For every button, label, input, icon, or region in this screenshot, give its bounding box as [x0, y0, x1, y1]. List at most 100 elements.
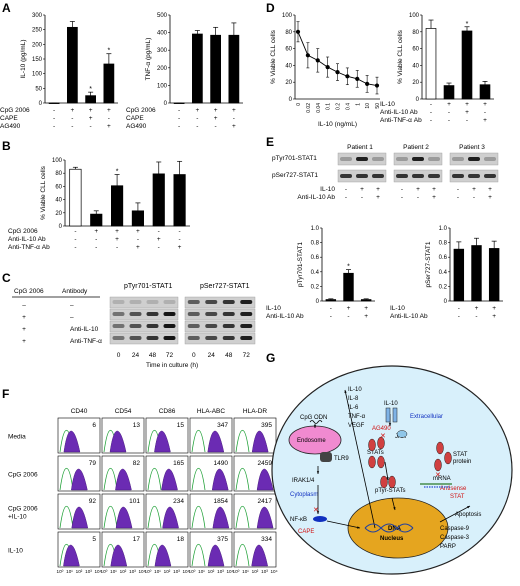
data-point: [374, 83, 380, 88]
bar: [461, 30, 473, 100]
blot-band: [163, 336, 176, 340]
blot-e-condition-sign: -: [345, 186, 347, 193]
blot-e-condition-sign: +: [472, 186, 476, 193]
blot-band: [112, 300, 125, 304]
caspase3-label: Caspase-3: [440, 535, 470, 541]
blot-band: [163, 324, 176, 328]
stat-phospho-arrow: [384, 461, 389, 481]
mfi-value: 165: [173, 460, 184, 467]
panel-g-diagram: DNA Nucleus Endosome TLR9 CpG ODN IRAK1/…: [271, 365, 513, 575]
y-tick-label: 0: [416, 97, 420, 103]
mfi-value: 13: [133, 422, 141, 429]
nfkb-label: NF-κB: [290, 517, 307, 523]
condition-sign: -: [196, 115, 198, 122]
bar: [152, 173, 165, 227]
condition-sign: -: [71, 115, 73, 122]
marker-histogram: [256, 506, 274, 529]
flow-x-tick: 10⁴: [226, 569, 233, 574]
flow-col-label: CD54: [115, 408, 132, 415]
condition-sign: +: [465, 109, 469, 116]
blot-band: [240, 324, 253, 328]
flow-x-tick: 10⁰: [101, 569, 108, 574]
blot-c-title-ptyr: pTyr701-STAT1: [124, 283, 172, 290]
time-tick-label: 48: [149, 352, 157, 359]
condition-sign: +: [492, 313, 496, 320]
condition-label: AG490: [0, 123, 21, 130]
blot-band: [356, 174, 368, 178]
blot-band: [222, 312, 235, 316]
y-tick-label: 400: [157, 31, 168, 37]
panel-c-blots: CpG 2006 Antibody pTyr701-STAT1 pSer727-…: [12, 283, 256, 369]
blot-e-condition-sign: +: [376, 186, 380, 193]
blot-band: [428, 174, 440, 178]
patient-label: Patient 1: [347, 144, 373, 151]
marker-histogram: [251, 544, 268, 567]
blot-band: [205, 300, 218, 304]
data-point: [365, 81, 370, 86]
condition-sign: -: [178, 228, 180, 235]
y-tick-label: 0: [164, 101, 168, 107]
data-point: [295, 29, 301, 34]
panel-letter-g: G: [266, 351, 275, 365]
stat-protein-icon: [434, 458, 442, 472]
mfi-value: 5: [92, 536, 96, 543]
significance-star: *: [466, 21, 469, 28]
blot-band: [187, 336, 200, 340]
condition-sign: +: [178, 244, 182, 251]
blot-band: [129, 336, 142, 340]
bar: [131, 210, 144, 227]
condition-sign: -: [95, 244, 97, 251]
stat-protein-icon: [444, 451, 452, 465]
apoptosis-label: Apoptosis: [455, 512, 481, 518]
stat-protein-1: STAT: [453, 452, 468, 458]
flow-row-label: CpG 2006: [8, 506, 38, 513]
blot-band: [129, 312, 142, 316]
time-tick-label: 24: [132, 352, 140, 359]
y-tick-label: 150: [32, 57, 43, 63]
blot-band: [240, 312, 253, 316]
antisense-label-1: Antisense: [440, 486, 467, 492]
condition-sign: -: [178, 123, 180, 130]
condition-sign: -: [448, 117, 450, 124]
stat-phospho-arrow-head: [386, 477, 389, 480]
condition-sign: -: [178, 107, 180, 114]
time-tick-label: 48: [225, 352, 233, 359]
receptor-icon: [385, 407, 391, 423]
data-point: [335, 70, 340, 75]
y-tick-label: 80: [285, 30, 292, 36]
marker-histogram: [71, 506, 89, 529]
condition-label: CpG 2006: [8, 228, 38, 235]
y-axis-label: TNF-α (pg/mL): [145, 38, 152, 81]
cpg-arrow-head: [313, 425, 317, 428]
cytokine-5: VEGF: [348, 423, 365, 429]
blot-band: [187, 300, 200, 304]
condition-sign: -: [330, 313, 332, 320]
blot-strip: [109, 332, 179, 345]
mfi-value: 395: [261, 422, 272, 429]
patient-label: Patient 3: [459, 144, 485, 151]
y-tick-label: 80: [55, 171, 62, 177]
panel-letter-c: C: [2, 271, 11, 285]
isotype-histogram: [191, 429, 206, 453]
condition-sign: +: [94, 228, 98, 235]
condition-sign: -: [95, 236, 97, 243]
blot-band: [222, 324, 235, 328]
blot-strip: [109, 296, 179, 309]
blot-strip: [184, 332, 256, 345]
blot-band: [146, 312, 159, 316]
cytokine-4: TNF-α: [348, 414, 366, 420]
blot-band: [412, 157, 424, 161]
blot-band: [452, 174, 464, 178]
blot-c-antibody: Anti-TNF-α: [70, 338, 102, 345]
blot-band: [146, 300, 159, 304]
mfi-value: 92: [89, 498, 97, 505]
condition-sign: -: [215, 123, 217, 130]
irak-label: IRAK1/4: [292, 478, 315, 484]
condition-label: IL-10: [266, 305, 281, 312]
isotype-histogram: [235, 467, 250, 491]
flow-x-tick: 10⁰: [189, 569, 196, 574]
blot-band: [112, 336, 125, 340]
flow-col-label: HLA-DR: [243, 408, 268, 415]
y-tick-label: 200: [32, 42, 43, 48]
y-axis-label: pTyr701-STAT1: [297, 242, 304, 287]
